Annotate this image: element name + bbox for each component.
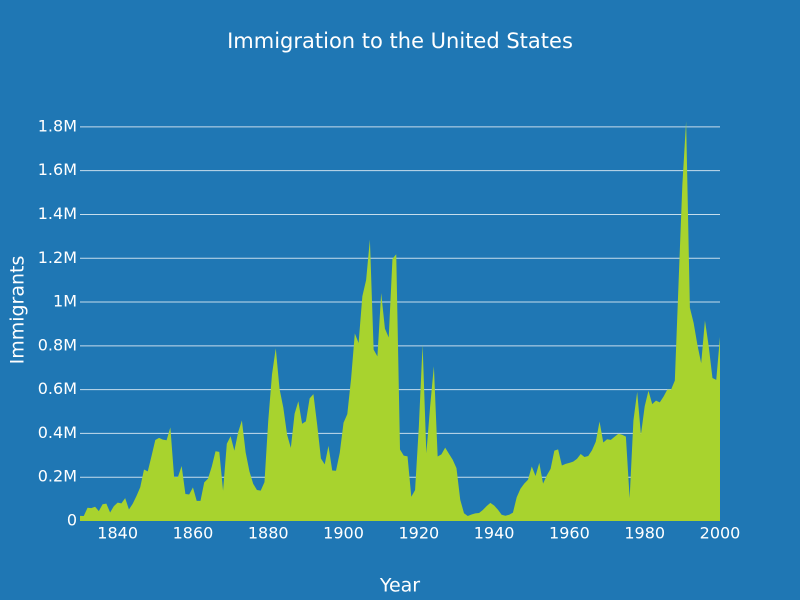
x-tick-label: 2000 xyxy=(700,524,741,543)
y-tick-label: 0.2M xyxy=(38,467,77,486)
y-tick-label: 1.6M xyxy=(38,160,77,179)
chart-title: Immigration to the United States xyxy=(227,29,573,53)
x-tick-label: 1900 xyxy=(323,524,364,543)
x-tick-label: 1840 xyxy=(97,524,138,543)
x-tick-label: 1980 xyxy=(624,524,665,543)
x-tick-label: 1860 xyxy=(173,524,214,543)
y-tick-label: 0.6M xyxy=(38,379,77,398)
x-tick-label: 1880 xyxy=(248,524,289,543)
y-tick-label: 0 xyxy=(67,511,77,530)
x-axis-title: Year xyxy=(379,575,420,597)
y-axis-title: Immigrants xyxy=(7,256,29,365)
y-tick-label: 0.4M xyxy=(38,423,77,442)
y-tick-label: 1M xyxy=(53,292,77,311)
area xyxy=(80,121,720,521)
x-tick-label: 1960 xyxy=(549,524,590,543)
y-tick-label: 1.8M xyxy=(38,116,77,135)
y-tick-label: 0.8M xyxy=(38,335,77,354)
x-tick-label: 1920 xyxy=(398,524,439,543)
y-tick-label: 1.4M xyxy=(38,204,77,223)
x-tick-label: 1940 xyxy=(474,524,515,543)
y-tick-label: 1.2M xyxy=(38,248,77,267)
